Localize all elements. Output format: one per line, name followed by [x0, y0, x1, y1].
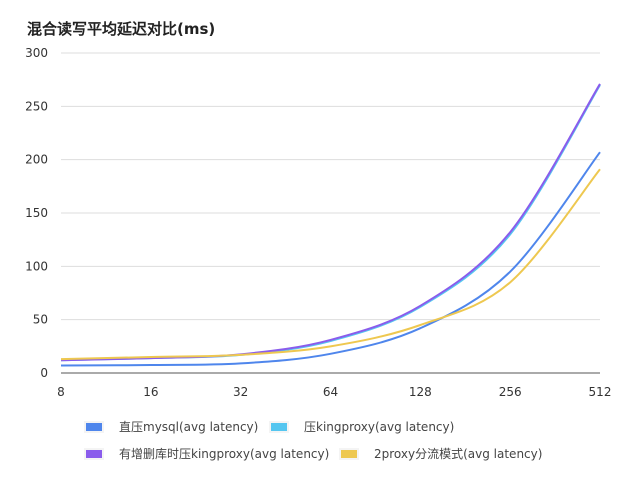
legend-item-1[interactable]: 压kingproxy(avg latency)	[269, 418, 454, 435]
y-tick-label: 150	[25, 206, 48, 220]
series-line-1	[60, 84, 601, 362]
legend-swatch	[339, 447, 359, 460]
y-tick-label: 100	[25, 259, 48, 273]
chart-title: 混合读写平均延迟对比(ms)	[27, 20, 216, 38]
x-tick-label: 32	[233, 385, 248, 399]
series-line-3	[60, 168, 601, 361]
series-line-2	[60, 83, 601, 362]
x-tick-label: 256	[499, 385, 522, 399]
legend-label: 压kingproxy(avg latency)	[304, 420, 455, 434]
x-tick-label: 8	[57, 385, 65, 399]
y-tick-label: 300	[25, 46, 48, 60]
legend-swatch	[269, 420, 289, 433]
y-tick-label: 50	[33, 313, 48, 327]
x-tick-label: 512	[589, 385, 612, 399]
x-tick-label: 64	[323, 385, 338, 399]
y-tick-label: 250	[25, 99, 48, 113]
x-tick-label: 128	[409, 385, 432, 399]
legend-swatch	[84, 447, 104, 460]
legend-swatch	[84, 420, 104, 433]
x-tick-label: 16	[143, 385, 158, 399]
legend-label: 2proxy分流模式(avg latency)	[374, 447, 543, 461]
legend-label: 直压mysql(avg latency)	[119, 420, 259, 434]
legend-item-3[interactable]: 2proxy分流模式(avg latency)	[339, 445, 542, 462]
y-tick-label: 0	[40, 366, 48, 380]
series-line-0	[60, 151, 601, 367]
legend-item-0[interactable]: 直压mysql(avg latency)	[84, 418, 258, 435]
y-tick-label: 200	[25, 153, 48, 167]
legend-item-2[interactable]: 有增删库时压kingproxy(avg latency)	[84, 445, 329, 462]
legend-label: 有增删库时压kingproxy(avg latency)	[119, 447, 330, 461]
